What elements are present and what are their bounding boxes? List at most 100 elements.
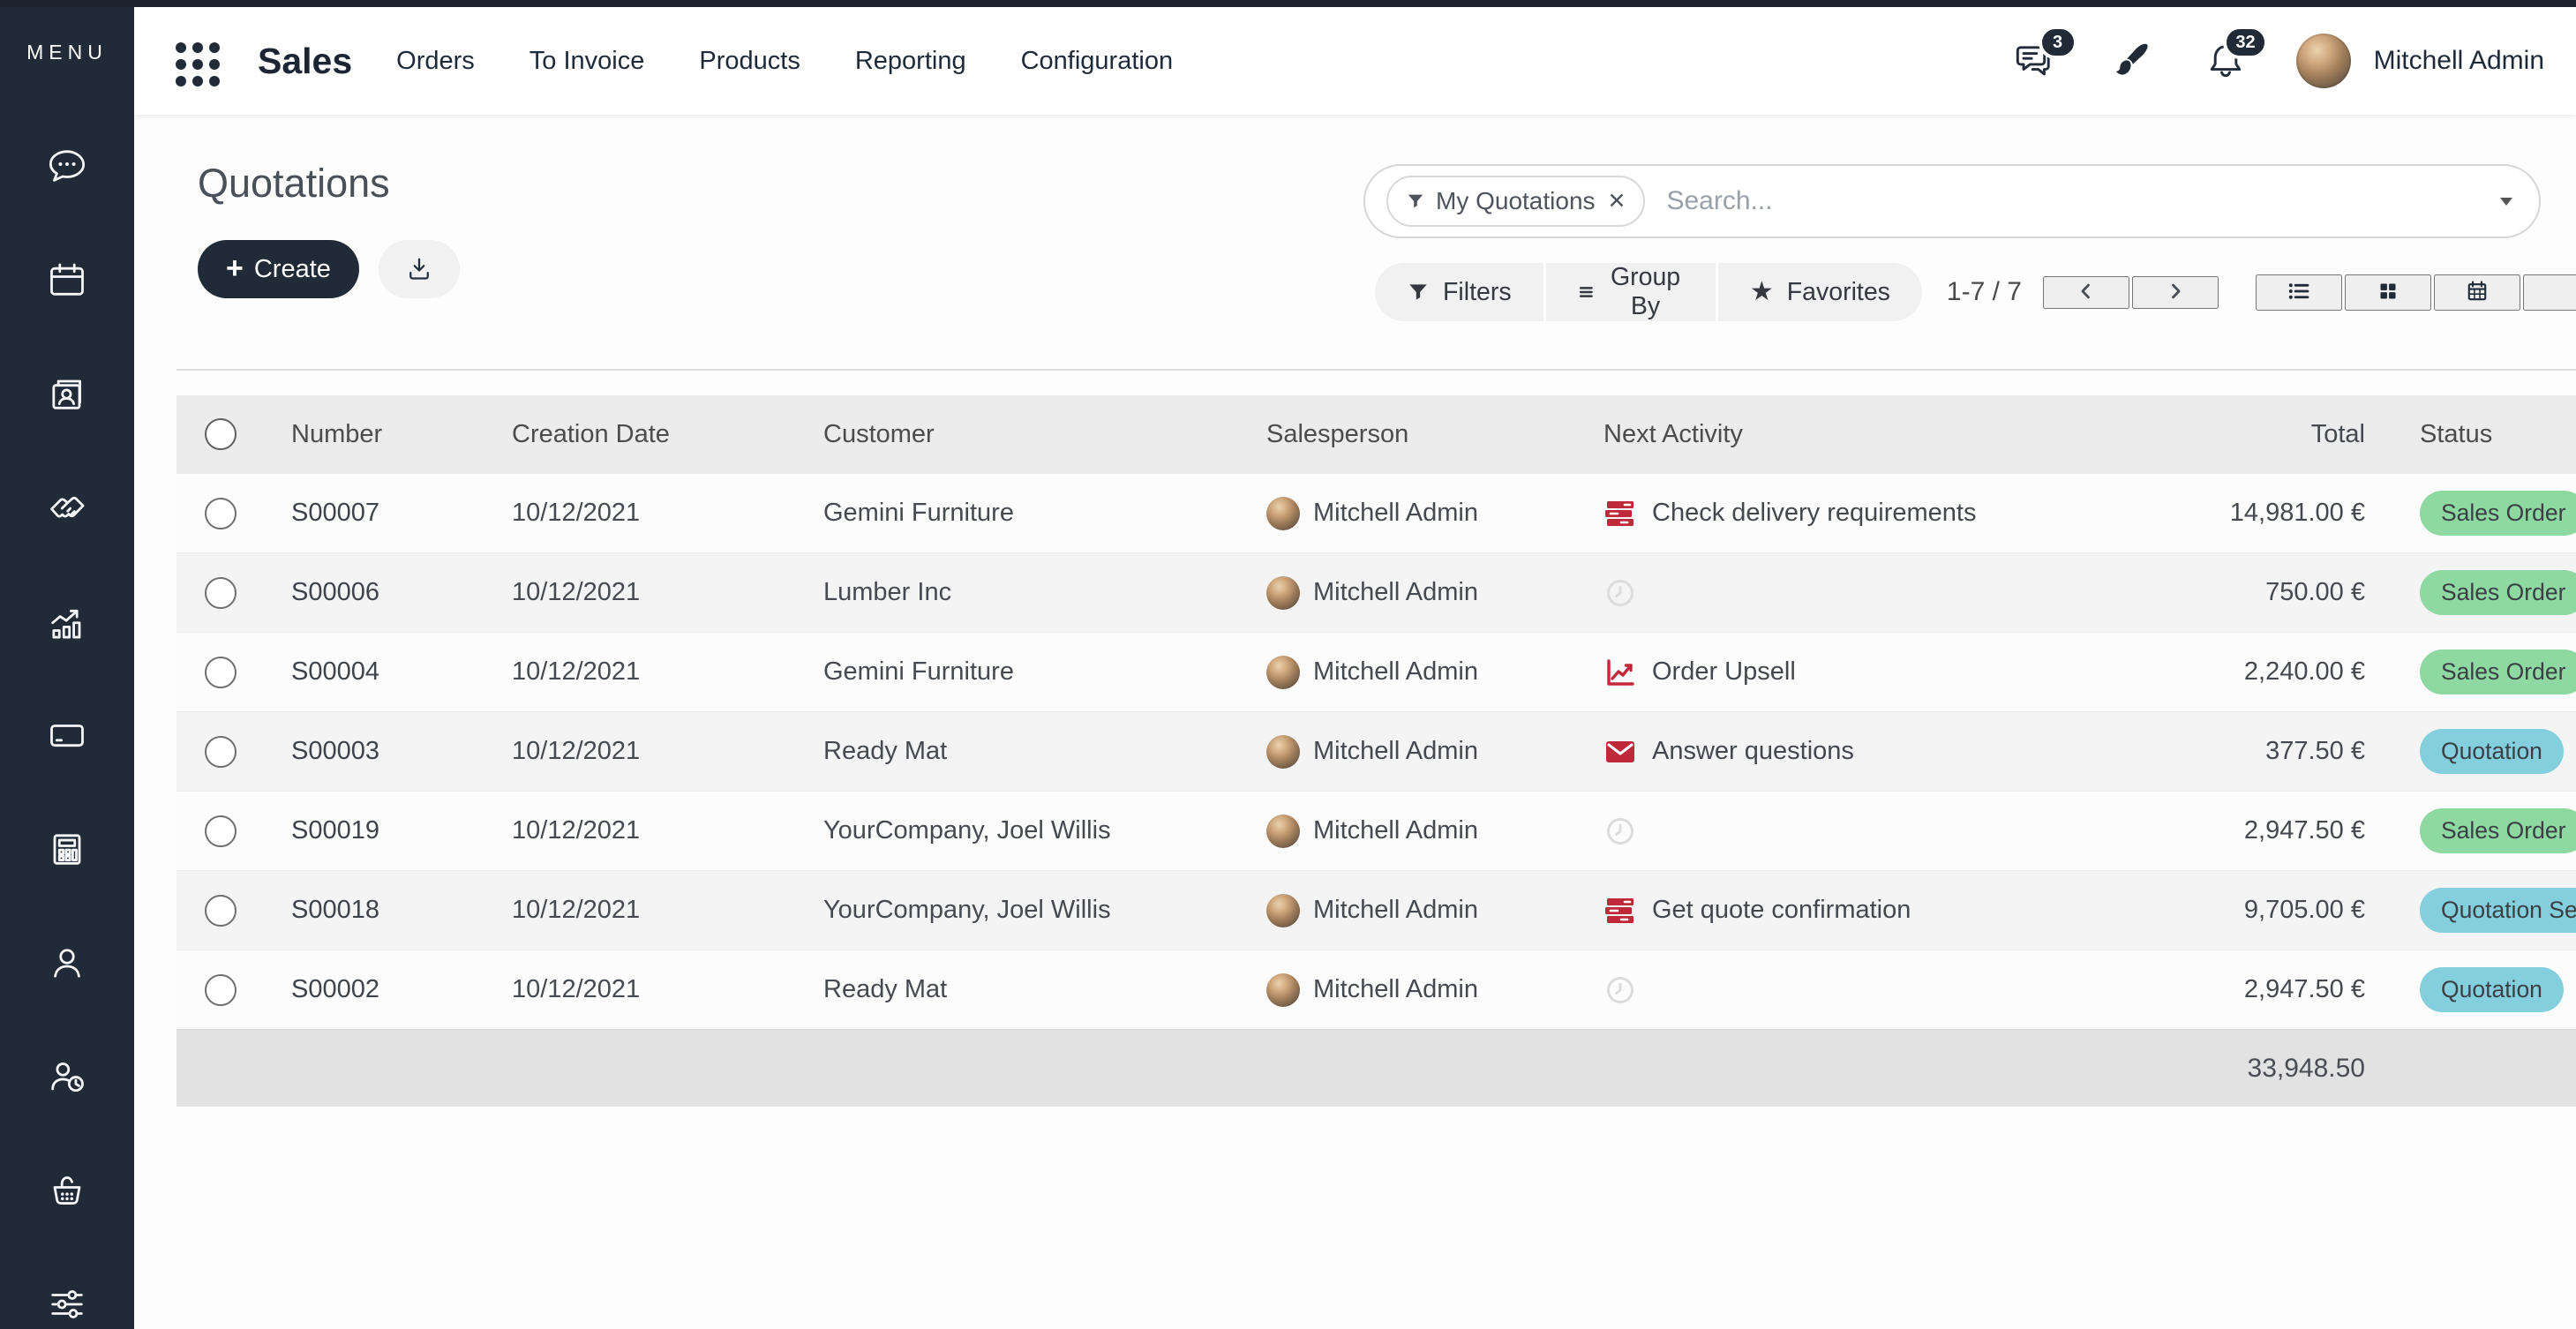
invoicing-card-icon[interactable] (42, 710, 92, 760)
select-all-checkbox[interactable] (205, 418, 237, 450)
cell-total: 750.00 € (2265, 578, 2365, 606)
navbar-right: 3 32 Mitchell Admin (2010, 26, 2544, 88)
table-row[interactable]: S00019 10/12/2021 YourCompany, Joel Will… (176, 791, 2576, 870)
status-badge: Quotation (2420, 729, 2564, 774)
page-title: Quotations (198, 161, 390, 206)
table-row[interactable]: S00006 10/12/2021 Lumber Inc Mitchell Ad… (176, 552, 2576, 632)
notifications-bell-icon[interactable]: 32 (2201, 26, 2268, 86)
pos-basket-icon[interactable] (42, 1166, 92, 1215)
header-status[interactable]: Status (2420, 419, 2493, 448)
attendance-person-clock-icon[interactable] (42, 1052, 92, 1101)
top-navbar: Sales Orders To Invoice Products Reporti… (134, 7, 2576, 115)
employees-person-icon[interactable] (42, 938, 92, 987)
download-icon (409, 258, 429, 280)
user-name[interactable]: Mitchell Admin (2373, 46, 2544, 75)
list-view-button[interactable] (2255, 274, 2342, 311)
activity-chart-icon[interactable] (1603, 656, 1637, 689)
settings-sliders-icon[interactable] (42, 1280, 92, 1329)
pager-next-button[interactable] (2131, 275, 2219, 309)
salesperson-avatar (1266, 893, 1300, 927)
calendar-icon[interactable] (42, 255, 92, 304)
table-row[interactable]: S00007 10/12/2021 Gemini Furniture Mitch… (176, 473, 2576, 552)
app-name[interactable]: Sales (258, 40, 353, 81)
activity-list-icon[interactable] (1603, 894, 1637, 927)
menu-orders[interactable]: Orders (396, 46, 475, 75)
activity-list-icon[interactable] (1603, 497, 1637, 530)
menu-to-invoice[interactable]: To Invoice (529, 46, 645, 75)
salesperson-avatar (1266, 814, 1300, 848)
discuss-icon[interactable] (42, 141, 92, 191)
app-sidebar: MENU (0, 0, 134, 1329)
table-row[interactable]: S00018 10/12/2021 YourCompany, Joel Will… (176, 870, 2576, 950)
cell-status: Sales Order (2420, 649, 2576, 695)
row-checkbox[interactable] (205, 894, 237, 927)
cell-salesperson: Mitchell Admin (1266, 972, 1603, 1007)
row-checkbox[interactable] (205, 656, 237, 688)
quotations-table: Number Creation Date Customer Salesperso… (176, 395, 2576, 1107)
plus-icon: + (226, 251, 244, 285)
cell-next-activity (1603, 973, 1986, 1007)
row-checkbox[interactable] (205, 497, 237, 529)
crm-handshake-icon[interactable] (42, 483, 92, 532)
table-row[interactable]: S00003 10/12/2021 Ready Mat Mitchell Adm… (176, 711, 2576, 791)
cell-customer: Ready Mat (823, 975, 948, 1003)
search-bar[interactable]: My Quotations ✕ Search... (1363, 164, 2541, 238)
brush-icon[interactable] (2106, 36, 2155, 86)
search-options-caret-icon[interactable] (2500, 197, 2512, 206)
sidebar-icon-list (0, 141, 134, 1329)
user-avatar[interactable] (2295, 34, 2351, 88)
filters-button[interactable]: Filters (1375, 263, 1543, 321)
menu-products[interactable]: Products (699, 46, 800, 75)
table-row[interactable]: S00002 10/12/2021 Ready Mat Mitchell Adm… (176, 950, 2576, 1029)
chevron-left-icon (2081, 283, 2090, 298)
salesperson-avatar (1266, 575, 1300, 610)
activity-clock-icon[interactable] (1603, 815, 1637, 848)
cell-creation-date: 10/12/2021 (512, 737, 641, 765)
salesperson-avatar (1266, 972, 1300, 1007)
contacts-icon[interactable] (42, 369, 92, 418)
kanban-view-button[interactable] (2344, 274, 2431, 311)
menu-configuration[interactable]: Configuration (1020, 46, 1174, 75)
create-button[interactable]: + Create (198, 240, 359, 298)
table-row[interactable]: S00004 10/12/2021 Gemini Furniture Mitch… (176, 632, 2576, 711)
remove-filter-icon[interactable]: ✕ (1607, 189, 1626, 214)
calendar-view-icon (2467, 280, 2487, 300)
search-input[interactable]: Search... (1666, 186, 1773, 215)
active-filter-chip[interactable]: My Quotations ✕ (1386, 176, 1646, 227)
row-checkbox[interactable] (205, 735, 237, 768)
list-view-icon (2288, 282, 2309, 299)
row-checkbox[interactable] (205, 973, 237, 1006)
pivot-view-button[interactable] (2522, 274, 2576, 311)
header-customer[interactable]: Customer (823, 419, 935, 448)
activity-clock-icon[interactable] (1603, 576, 1637, 610)
header-number[interactable]: Number (291, 419, 383, 448)
apps-grid-icon[interactable] (171, 38, 220, 86)
header-next-activity[interactable]: Next Activity (1603, 419, 1743, 448)
messages-icon[interactable]: 3 (2010, 26, 2077, 86)
pager-previous-button[interactable] (2042, 275, 2129, 309)
cell-status: Sales Order (2420, 491, 2576, 536)
header-total[interactable]: Total (2310, 419, 2365, 448)
accounting-calculator-icon[interactable] (42, 824, 92, 874)
calendar-view-button[interactable] (2433, 274, 2520, 311)
favorites-button[interactable]: ★ Favorites (1717, 263, 1922, 321)
cell-next-activity: Answer questions (1603, 735, 1986, 769)
table-header-row: Number Creation Date Customer Salesperso… (176, 395, 2576, 473)
export-button[interactable] (379, 240, 460, 298)
window-top-strip (0, 0, 2576, 7)
table-footer-row: 33,948.50 (176, 1029, 2576, 1107)
footer-total: 33,948.50 (2247, 1053, 2365, 1083)
group-by-button[interactable]: Group By (1545, 263, 1716, 321)
main-content: Quotations + Create My Quotations ✕ Sear… (134, 115, 2576, 1329)
activity-mail-icon[interactable] (1603, 735, 1637, 769)
row-checkbox[interactable] (205, 576, 237, 609)
menu-reporting[interactable]: Reporting (854, 46, 966, 75)
row-checkbox[interactable] (205, 815, 237, 847)
cell-number: S00018 (291, 896, 379, 924)
header-creation-date[interactable]: Creation Date (512, 419, 670, 448)
sales-chart-icon[interactable] (42, 597, 92, 646)
header-salesperson[interactable]: Salesperson (1266, 419, 1409, 448)
activity-clock-icon[interactable] (1603, 973, 1637, 1007)
cell-salesperson: Mitchell Admin (1266, 814, 1603, 848)
